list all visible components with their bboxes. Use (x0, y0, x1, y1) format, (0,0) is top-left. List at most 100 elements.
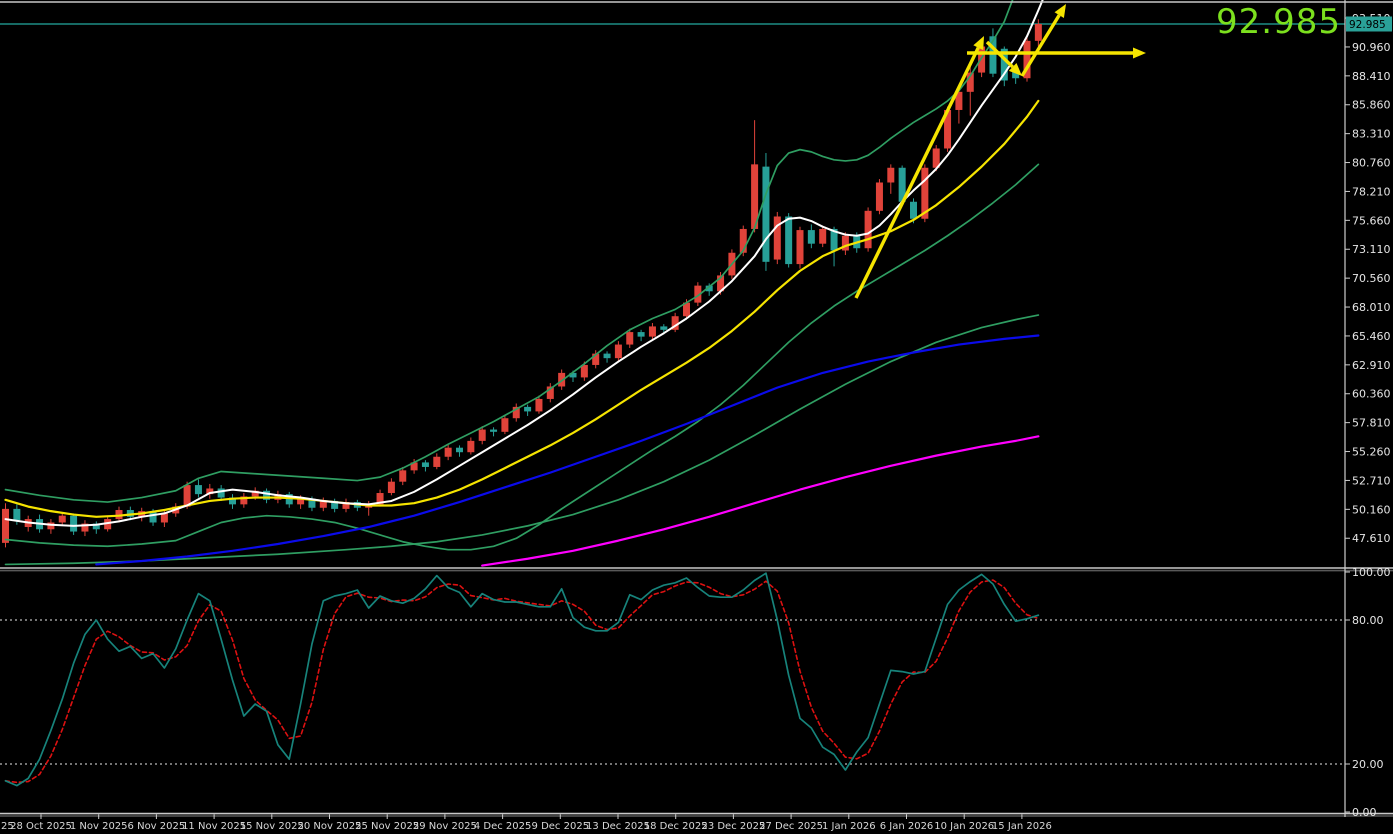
trend-arrow[interactable] (854, 46, 980, 299)
date-axis-label: 15 Jan 2026 (992, 821, 1052, 832)
trend-arrow-head[interactable] (973, 36, 984, 51)
price-axis-label: 83.310 (1352, 128, 1391, 141)
candle (524, 406, 532, 412)
candle (558, 372, 566, 387)
candle (251, 490, 259, 497)
candle (467, 440, 475, 453)
candle (887, 167, 895, 183)
current-price-tag (1346, 16, 1392, 32)
yellow-ma (4, 99, 1040, 518)
candle (183, 485, 191, 507)
candle (762, 166, 770, 262)
trend-arrows-layer[interactable] (854, 4, 1146, 299)
candle (149, 511, 157, 523)
candle (898, 167, 906, 202)
price-axis-label: 52.710 (1352, 474, 1391, 487)
candle (785, 216, 793, 265)
candle (421, 462, 429, 467)
price-axis-label: 50.160 (1352, 503, 1391, 516)
candle (580, 364, 588, 378)
candle (535, 398, 543, 412)
candle (717, 275, 725, 292)
candle (546, 386, 554, 399)
candle (648, 326, 656, 337)
overlays-layer (4, 0, 1044, 567)
big-price-label: 92.985 (1216, 2, 1341, 42)
candle (569, 372, 577, 378)
candle (796, 230, 804, 265)
date-axis-label: 15 Nov 2025 (240, 821, 304, 832)
osc-axis-label: 80.00 (1352, 614, 1384, 627)
candle (751, 164, 759, 229)
candle (331, 500, 339, 509)
date-axis-label-partial: 25 (1, 821, 14, 832)
trend-arrow-head[interactable] (1054, 4, 1066, 18)
date-axis-label: 11 Nov 2025 (182, 821, 246, 832)
price-axis-label: 47.610 (1352, 532, 1391, 545)
candle (944, 109, 952, 149)
candle (683, 302, 690, 317)
price-axis-label: 55.260 (1352, 446, 1391, 459)
candle (966, 72, 974, 92)
magenta-ma (481, 435, 1040, 567)
trend-arrow[interactable] (1020, 14, 1061, 77)
trend-arrow-head[interactable] (1133, 47, 1146, 59)
date-axis-label: 6 Jan 2026 (880, 821, 934, 832)
candle (342, 502, 350, 509)
date-axis-label: 10 Jan 2026 (934, 821, 994, 832)
candle (773, 216, 781, 260)
date-axis-label: 4 Dec 2025 (474, 821, 532, 832)
candle (47, 522, 55, 530)
current-price-tag-value: 92.985 (1349, 19, 1386, 31)
candle (217, 488, 225, 498)
date-axis-label: 28 Oct 2025 (10, 821, 72, 832)
price-axis[interactable]: 93.51090.96088.41085.86083.31080.76078.2… (1344, 0, 1392, 819)
candle (705, 285, 713, 292)
trend-arrow-head[interactable] (1008, 62, 1022, 76)
candle (671, 316, 679, 330)
candle (614, 344, 622, 359)
price-axis-label: 60.360 (1352, 388, 1391, 401)
price-axis-label: 65.460 (1352, 330, 1391, 343)
stochastic-layer (0, 572, 1345, 787)
candle (1012, 70, 1020, 79)
candle (240, 496, 248, 505)
candle (285, 494, 293, 505)
price-axis-label: 70.560 (1352, 272, 1391, 285)
price-axis-label: 75.660 (1352, 214, 1391, 227)
blue-ma (95, 334, 1040, 566)
candle (433, 456, 441, 467)
price-axis-label: 73.110 (1352, 243, 1391, 256)
candle (830, 228, 838, 251)
candle (989, 36, 997, 74)
candle (206, 488, 214, 495)
candle (319, 500, 327, 508)
candle (501, 418, 509, 432)
price-axis-label: 78.210 (1352, 185, 1391, 198)
date-axis-label: 1 Nov 2025 (70, 821, 128, 832)
osc-axis-label: 0.00 (1352, 806, 1377, 819)
date-axis-label: 27 Dec 2025 (759, 821, 823, 832)
price-axis-label: 57.810 (1352, 417, 1391, 430)
candle (921, 167, 929, 219)
date-axis-label: 18 Dec 2025 (644, 821, 708, 832)
price-axis-label: 88.410 (1352, 70, 1391, 83)
candle (864, 210, 872, 249)
candle (694, 285, 702, 303)
candle (1023, 40, 1031, 79)
candle (512, 406, 520, 419)
candles-layer (2, 19, 1042, 548)
candle (875, 182, 883, 211)
candle (160, 513, 168, 523)
candle (92, 523, 100, 530)
date-axis-label: 20 Nov 2025 (297, 821, 361, 832)
candle (194, 485, 202, 495)
dividers-layer (0, 1, 1393, 817)
candle (637, 332, 645, 337)
candle (807, 230, 815, 244)
stochastic-main-line (4, 572, 1040, 787)
candle (841, 235, 849, 251)
